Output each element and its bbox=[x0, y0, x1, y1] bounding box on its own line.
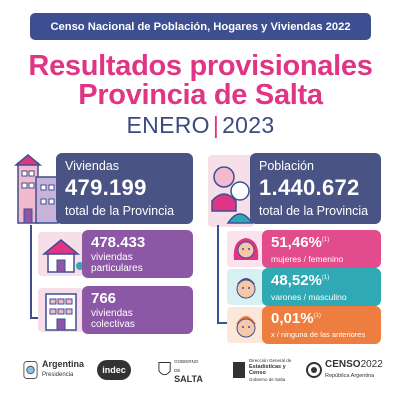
censo-sub: República Argentina bbox=[325, 372, 375, 379]
buildings-illustration bbox=[14, 154, 59, 224]
colectivas-line1: viviendas bbox=[91, 308, 133, 319]
estadisticas-logo: Dirección General de Estadísticas y Cens… bbox=[232, 355, 292, 385]
estadisticas-line3: Censo bbox=[249, 370, 266, 376]
date-subtitle: ENERO | 2023 bbox=[0, 112, 401, 138]
viviendas-label: Viviendas bbox=[65, 159, 119, 173]
viviendas-sub: total de la Provincia bbox=[65, 204, 175, 218]
argentina-logo: Argentina Presidencia bbox=[22, 355, 84, 385]
varones-note: (1) bbox=[321, 275, 330, 281]
argentina-sun-icon bbox=[23, 361, 38, 379]
mujeres-value: 51,46%(1) bbox=[271, 234, 330, 251]
salta-logo: GOBIERNO DE SALTA bbox=[158, 355, 204, 385]
estadisticas-line4: Gobierno de Salta bbox=[249, 376, 286, 382]
person-face-icon bbox=[227, 307, 265, 343]
censo-circle-icon bbox=[306, 362, 322, 378]
salta-shield-icon bbox=[158, 362, 171, 376]
censo-text: CENSO bbox=[325, 358, 361, 370]
ninguna-card: 0,01%(1) x / ninguna de las anteriores bbox=[262, 306, 381, 344]
censo-logo: CENSO2022 República Argentina bbox=[306, 355, 384, 385]
subtitle-year: 2023 bbox=[222, 112, 275, 138]
census-banner: Censo Nacional de Población, Hogares y V… bbox=[30, 13, 371, 40]
house-illustration bbox=[38, 232, 84, 276]
poblacion-label: Población bbox=[259, 159, 314, 173]
man-face-icon bbox=[227, 269, 265, 305]
poblacion-sub: total de la Provincia bbox=[259, 204, 369, 218]
estadisticas-line2: Estadísticas y bbox=[249, 363, 286, 370]
subtitle-separator: | bbox=[212, 112, 220, 138]
poblacion-total: 1.440.672 bbox=[259, 175, 360, 200]
censo-year: 2022 bbox=[360, 358, 383, 370]
connector-poblacion bbox=[217, 225, 227, 324]
title-line-1: Resultados provisionales bbox=[28, 50, 373, 82]
varones-card: 48,52%(1) varones / masculino bbox=[262, 268, 381, 306]
connector-viviendas bbox=[30, 225, 40, 319]
particulares-line2: particulares bbox=[91, 263, 143, 274]
ninguna-sub: x / ninguna de las anteriores bbox=[271, 330, 366, 339]
poblacion-card: Población 1.440.672 total de la Provinci… bbox=[250, 153, 381, 224]
subtitle-month: ENERO bbox=[126, 112, 210, 138]
argentina-text: Argentina bbox=[41, 359, 84, 369]
varones-sub: varones / masculino bbox=[271, 292, 347, 302]
title-line-2: Provincia de Salta bbox=[78, 79, 323, 111]
ninguna-note: (1) bbox=[313, 313, 321, 319]
mujeres-sub: mujeres / femenino bbox=[271, 254, 344, 264]
viviendas-card: Viviendas 479.199 total de la Provincia bbox=[56, 153, 193, 224]
mujeres-card: 51,46%(1) mujeres / femenino bbox=[262, 230, 381, 268]
varones-value: 48,52%(1) bbox=[271, 272, 330, 289]
footer-logos: Argentina Presidencia indec GOBIERNO DE … bbox=[0, 355, 401, 391]
viviendas-colectivas-card: 766 viviendas colectivas bbox=[82, 286, 193, 334]
mujeres-note: (1) bbox=[321, 237, 330, 243]
viviendas-total: 479.199 bbox=[65, 175, 147, 200]
colectivas-line2: colectivas bbox=[91, 319, 135, 330]
woman-face-icon bbox=[227, 231, 265, 267]
viviendas-particulares-card: 478.433 viviendas particulares bbox=[82, 230, 193, 278]
people-illustration bbox=[208, 155, 254, 227]
salta-text: SALTA bbox=[174, 373, 203, 384]
estadisticas-icon bbox=[233, 362, 245, 378]
ninguna-value: 0,01%(1) bbox=[271, 310, 321, 327]
argentina-sub: Presidencia bbox=[41, 372, 74, 378]
estadisticas-line1: Dirección General de bbox=[249, 358, 292, 363]
particulares-value: 478.433 bbox=[91, 234, 146, 251]
salta-top: GOBIERNO DE bbox=[174, 358, 199, 373]
collective-building-illustration bbox=[38, 288, 84, 332]
indec-text: indec bbox=[97, 360, 131, 380]
indec-logo: indec bbox=[97, 355, 131, 385]
colectivas-value: 766 bbox=[91, 290, 117, 307]
particulares-line1: viviendas bbox=[91, 252, 133, 263]
